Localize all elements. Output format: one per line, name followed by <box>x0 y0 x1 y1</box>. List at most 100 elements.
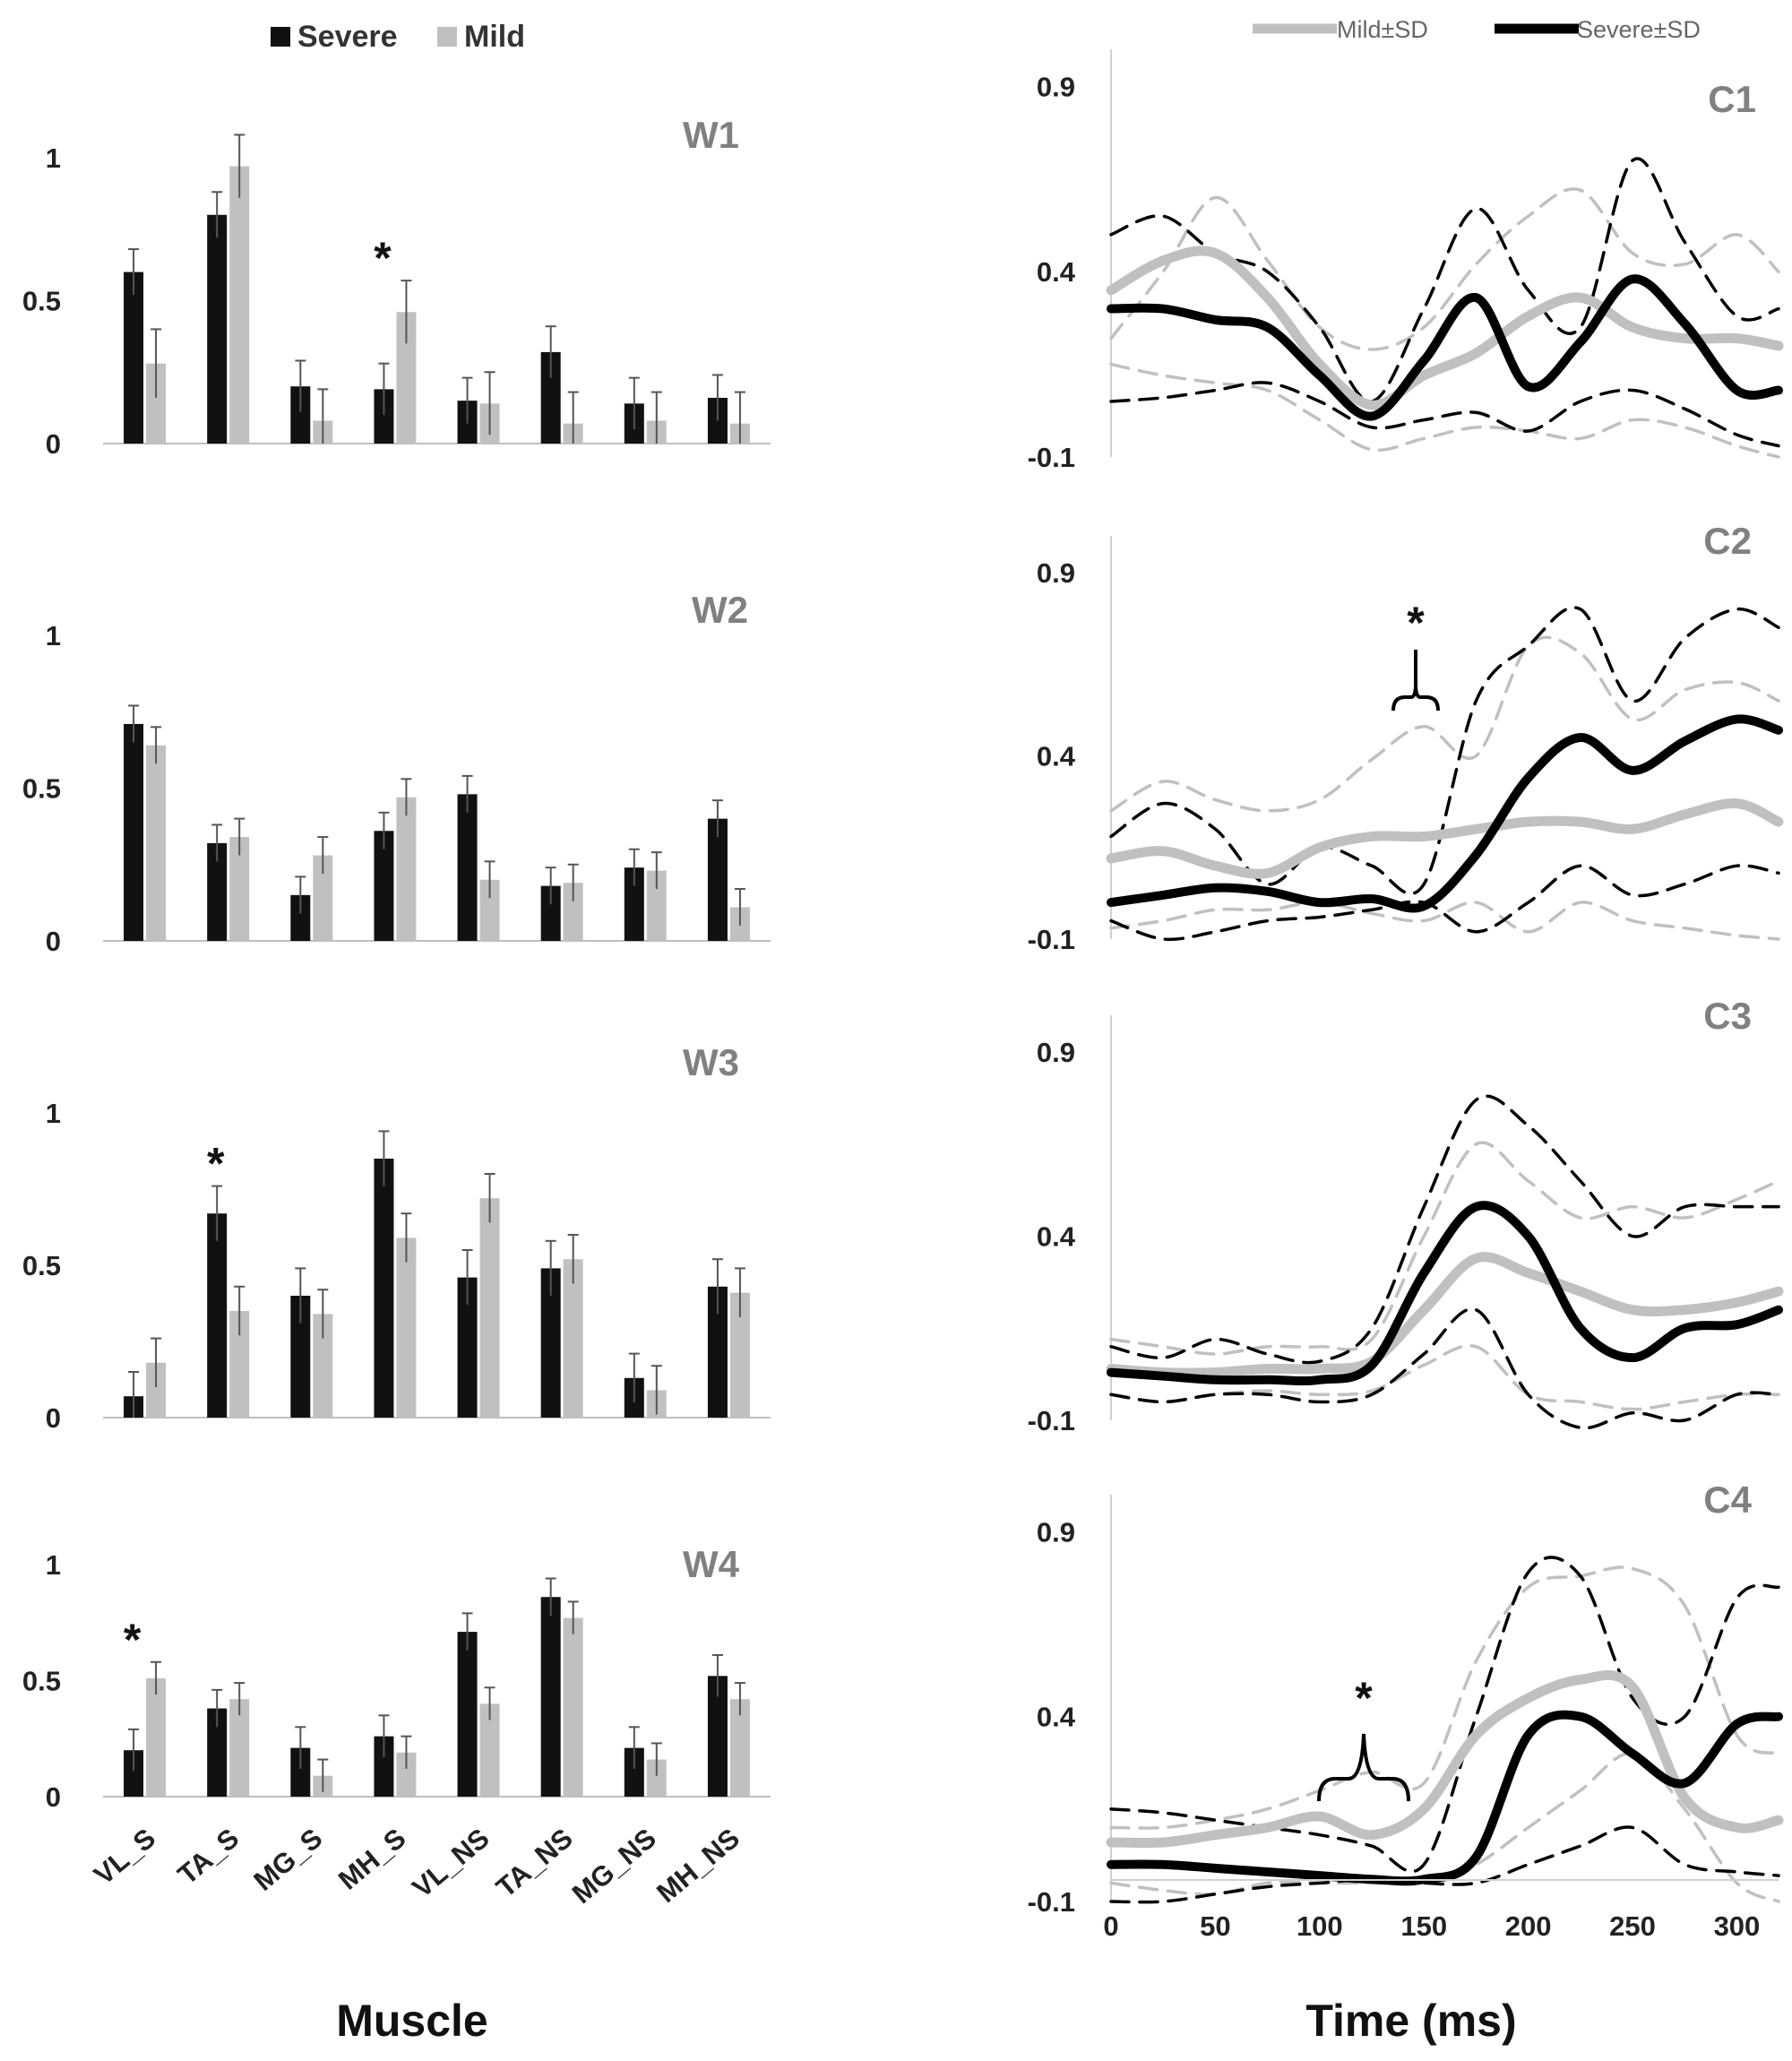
y-tick-label: 0.9 <box>1037 557 1075 589</box>
sd-band-line-severe <box>1109 1094 1780 1365</box>
bar-mild-vl_ns <box>479 1703 500 1797</box>
bar-mild-ta_s <box>229 166 250 444</box>
y-tick-label: 1 <box>46 620 61 651</box>
bar-severe-vl_ns <box>457 794 478 941</box>
series-line-mild <box>1106 798 1784 879</box>
x-tick-label: 300 <box>1714 1910 1761 1942</box>
y-tick-label: 0.9 <box>1037 71 1075 102</box>
x-tick-label: 200 <box>1505 1910 1552 1942</box>
y-tick-label: 1 <box>46 1098 61 1129</box>
bar-severe-ta_s <box>207 1708 228 1797</box>
x-tick-label: TA_NS <box>490 1823 579 1904</box>
y-tick-label: 1 <box>46 1549 61 1581</box>
bar-mild-vl_s <box>146 1677 167 1797</box>
series-line-mild <box>1106 246 1784 410</box>
x-tick-label: 50 <box>1200 1910 1230 1942</box>
bar-severe-ta_ns <box>540 1268 561 1418</box>
bar-mild-mg_s <box>313 855 333 941</box>
y-tick-label: 0.4 <box>1037 1702 1076 1733</box>
y-tick-label: -0.1 <box>1028 442 1075 473</box>
bar-severe-mh_s <box>374 389 394 444</box>
bar-severe-ta_s <box>207 1213 228 1418</box>
bar-severe-mh_s <box>374 1159 394 1418</box>
bar-severe-vl_s <box>124 272 144 444</box>
bar-mild-vl_s <box>146 745 167 941</box>
y-tick-label: 0 <box>46 926 61 957</box>
y-tick-label: 0.4 <box>1037 1221 1076 1253</box>
sd-band-line-severe <box>1109 1307 1780 1430</box>
sd-band-line-severe <box>1109 1825 1780 1904</box>
bar-mild-mg_ns <box>646 870 667 941</box>
y-tick-label: 0.5 <box>22 773 61 805</box>
y-tick-label: 0.5 <box>22 1665 61 1696</box>
x-tick-label: VL_NS <box>407 1823 495 1904</box>
bar-severe-mh_ns <box>707 1676 728 1797</box>
line-panel-c2: -0.1 0.4 0.9 C2 * <box>1028 520 1784 955</box>
bar-panel-w2: 0 0.5 1 W2 <box>22 589 771 957</box>
bar-severe-vl_s <box>124 723 144 941</box>
panel-title-w3: W3 <box>683 1041 739 1083</box>
x-tick-label: 100 <box>1297 1910 1343 1942</box>
sd-band-line-mild <box>1109 1565 1780 1830</box>
bar-severe-ta_s <box>207 214 228 444</box>
panel-title-c1: C1 <box>1708 78 1756 120</box>
sd-band-line-mild <box>1109 901 1780 941</box>
bar-severe-mg_ns <box>624 867 644 941</box>
x-tick-label: MH_NS <box>650 1823 745 1910</box>
bar-severe-vl_ns <box>457 1632 478 1797</box>
bar-severe-ta_s <box>207 842 228 941</box>
bar-mild-ta_ns <box>563 1617 583 1797</box>
y-tick-label: 0.5 <box>22 285 61 316</box>
series-line-mild <box>1106 1252 1784 1378</box>
bar-mild-vl_s <box>146 363 167 444</box>
significance-star: * <box>124 1615 142 1665</box>
x-tick-label: 250 <box>1609 1910 1656 1942</box>
series-line-severe <box>1107 1201 1783 1386</box>
bar-mild-ta_ns <box>563 883 583 941</box>
bar-mild-ta_s <box>229 1699 250 1797</box>
panel-title-w2: W2 <box>692 589 748 631</box>
sd-band-line-severe <box>1109 606 1780 896</box>
bar-mild-mh_s <box>396 797 417 941</box>
significance-star: * <box>1355 1673 1373 1723</box>
x-tick-label: MG_S <box>248 1823 329 1897</box>
significance-bracket <box>1391 650 1440 711</box>
y-tick-label: 0 <box>46 1781 61 1813</box>
bar-mild-ta_ns <box>563 1259 583 1418</box>
significance-star: * <box>207 1139 225 1189</box>
legend-label-mild-sd: Mild±SD <box>1337 16 1428 43</box>
bar-panel-w1: 0 0.5 1 W1 * <box>22 114 771 460</box>
bar-severe-mg_s <box>290 1296 311 1418</box>
bar-severe-ta_ns <box>540 885 561 941</box>
sd-band-line-severe <box>1109 1556 1780 1874</box>
legend-label-mild: Mild <box>464 20 525 54</box>
y-tick-label: -0.1 <box>1028 1405 1075 1436</box>
series-line-severe <box>1107 714 1783 913</box>
y-tick-label: 1 <box>46 142 61 174</box>
bar-mild-vl_s <box>146 1362 167 1418</box>
bar-mild-ta_s <box>229 1311 250 1418</box>
y-tick-label: 0 <box>46 1402 61 1434</box>
y-tick-label: 0.5 <box>22 1250 61 1281</box>
panel-title-w1: W1 <box>683 114 739 156</box>
sd-band-line-severe <box>1109 381 1780 448</box>
sd-band-line-mild <box>1109 362 1780 459</box>
right-legend: Mild±SD Severe±SD <box>1253 16 1701 43</box>
bar-severe-ta_ns <box>540 1597 561 1797</box>
sd-band-line-severe <box>1109 157 1780 403</box>
bar-panel-w3: 0 0.5 1 W3 * <box>22 1041 771 1434</box>
left-x-axis-title: Muscle <box>336 1996 488 2046</box>
bar-mild-mh_s <box>396 1752 417 1797</box>
x-tick-label: 0 <box>1103 1910 1118 1942</box>
legend-label-severe: Severe <box>297 20 398 54</box>
series-line-severe <box>1107 274 1783 421</box>
legend-label-severe-sd: Severe±SD <box>1577 16 1701 43</box>
bar-mild-mh_s <box>396 312 417 444</box>
bar-severe-mg_ns <box>624 1747 644 1797</box>
line-panel-c3: -0.1 0.4 0.9 C3 <box>1028 995 1784 1436</box>
bar-severe-mg_s <box>290 1747 311 1797</box>
y-tick-label: 0.9 <box>1037 1037 1075 1068</box>
y-tick-label: -0.1 <box>1028 1886 1075 1918</box>
bar-severe-mh_s <box>374 831 394 941</box>
